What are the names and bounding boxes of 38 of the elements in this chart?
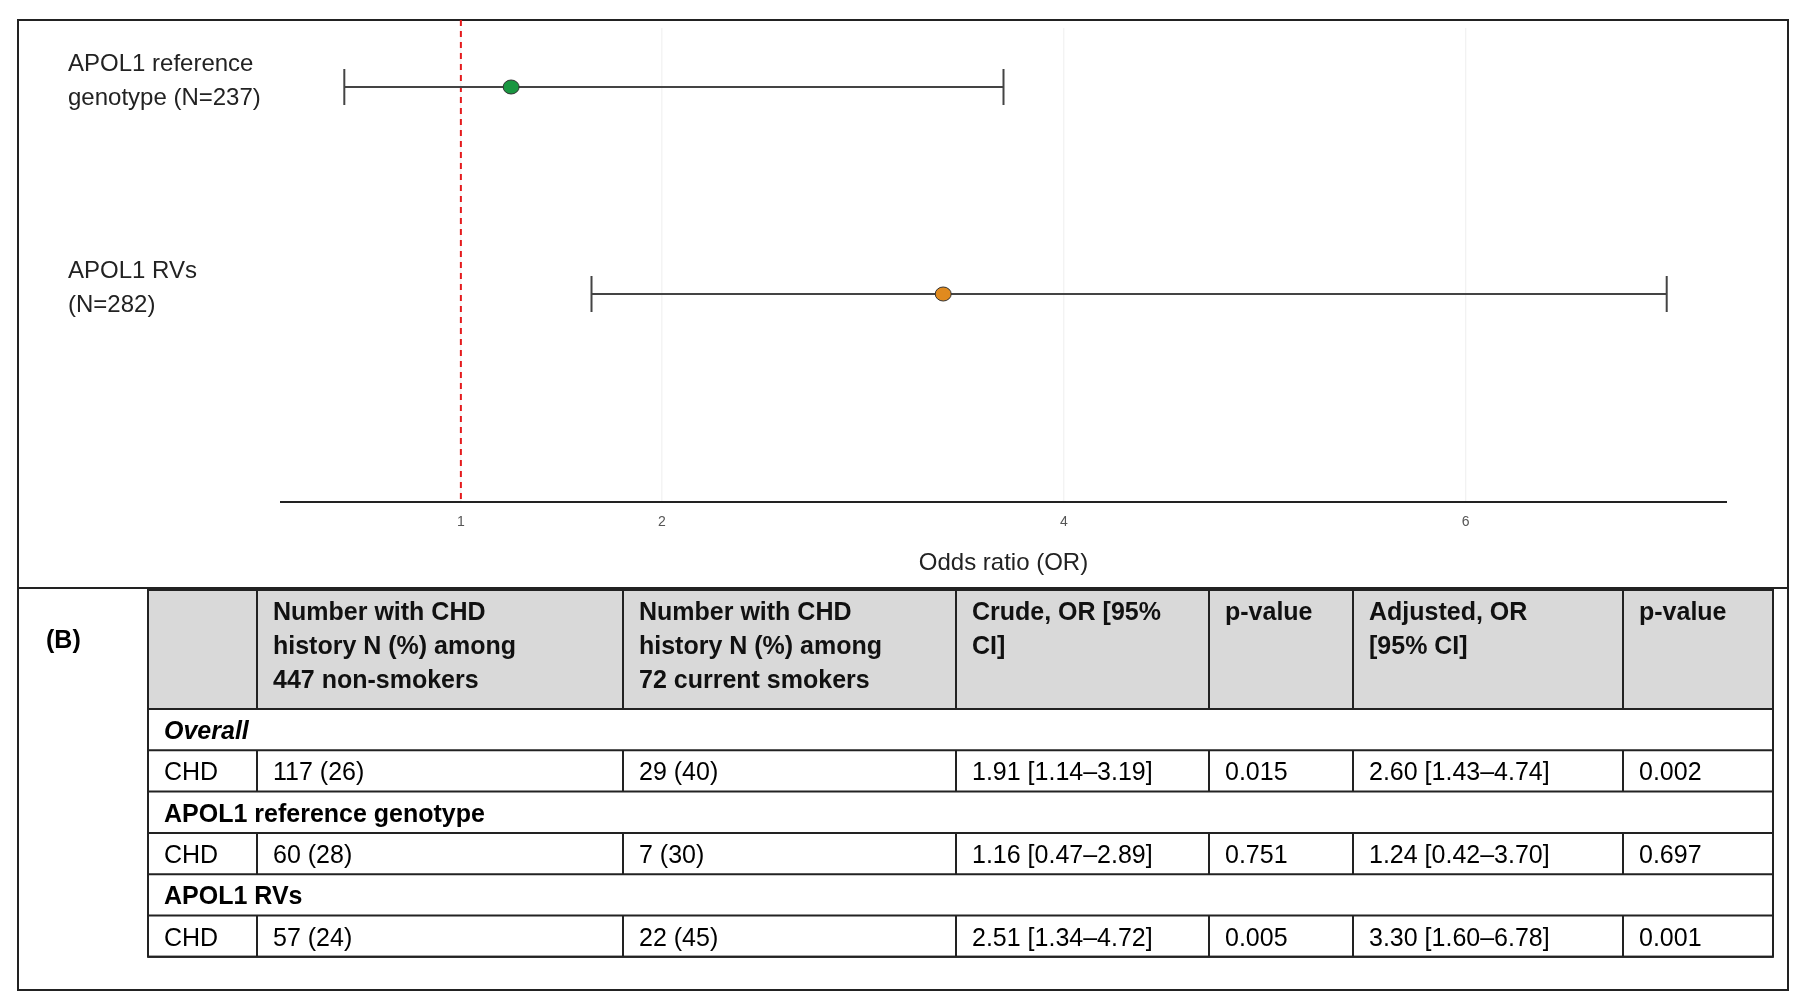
text: CHD: [164, 757, 219, 786]
text: 29 (40): [639, 757, 719, 786]
text: 1.91 [1.14–3.19]: [972, 757, 1153, 786]
text: 0.015: [1225, 757, 1288, 786]
x-tick-label: 2: [657, 513, 666, 529]
text: 0.005: [1225, 922, 1288, 951]
text: 0.001: [1639, 922, 1702, 951]
text: 3.30 [1.60–6.78]: [1369, 922, 1550, 951]
text: APOL1 RVs: [164, 881, 303, 910]
text: 0.751: [1225, 839, 1288, 868]
text: 117 (26): [273, 757, 365, 786]
text: APOL1 reference genotype: [164, 798, 485, 827]
category-label: Adjusted, OR [95% CI]: [1369, 597, 1528, 659]
text: 0.697: [1639, 839, 1702, 868]
text: 0.002: [1639, 757, 1702, 786]
text: 22 (45): [639, 922, 719, 951]
y-tick-label: APOL1 RVs (N=282): [68, 256, 197, 317]
text: 2.60 [1.43–4.74]: [1369, 757, 1550, 786]
category-label: Number with CHD history N (%) among 447 non-smokers: [273, 597, 517, 693]
x-tick-label: 4: [1059, 513, 1068, 529]
text: (B): [46, 625, 81, 653]
text: CHD: [164, 922, 219, 951]
text: 2.51 [1.34–4.72]: [972, 922, 1153, 951]
category-label: Crude, OR [95% CI]: [972, 597, 1161, 659]
text: 1.16 [0.47–2.89]: [972, 839, 1153, 868]
category-label: Number with CHD history N (%) among 72 current smokers: [639, 597, 883, 693]
category-label: p-value: [1225, 597, 1313, 625]
text: CHD: [164, 839, 219, 868]
x-axis-title: Odds ratio (OR): [918, 548, 1089, 575]
category-label: p-value: [1639, 597, 1727, 625]
x-tick-label: 6: [1461, 513, 1470, 529]
y-tick-label: APOL1 reference genotype (N=237): [68, 49, 261, 110]
text: 1.24 [0.42–3.70]: [1369, 839, 1550, 868]
text: 60 (28): [273, 839, 353, 868]
x-tick-label: 1: [456, 513, 465, 529]
text: 57 (24): [273, 922, 353, 951]
text: 7 (30): [639, 839, 705, 868]
text: Overall: [164, 716, 249, 744]
